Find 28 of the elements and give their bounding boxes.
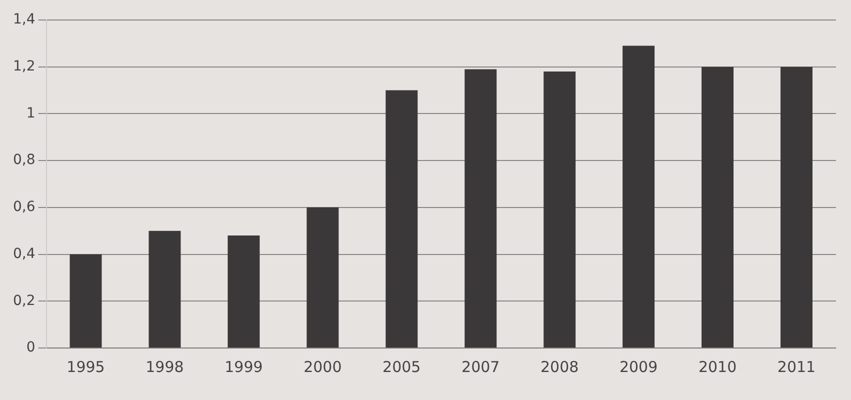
y-tick-label: 1,2 bbox=[13, 58, 36, 74]
bar bbox=[622, 46, 655, 348]
bar bbox=[228, 236, 260, 348]
bar bbox=[464, 69, 497, 348]
y-tick-label: 0,8 bbox=[13, 152, 36, 168]
y-tick-label: 1 bbox=[26, 105, 36, 122]
y-tick-label: 0,2 bbox=[13, 292, 36, 309]
x-tick-label: 2000 bbox=[304, 358, 342, 376]
bar bbox=[780, 66, 813, 348]
y-tick-label: 0,6 bbox=[13, 199, 36, 216]
x-tick-label: 2009 bbox=[619, 358, 658, 376]
y-tick-label: 0 bbox=[26, 340, 36, 356]
x-tick-label: 1998 bbox=[146, 358, 184, 376]
x-tick-label: 2011 bbox=[777, 358, 816, 376]
bar bbox=[70, 254, 102, 348]
x-tick-label: 1995 bbox=[66, 358, 105, 376]
bar bbox=[544, 72, 576, 348]
y-tick-label: 0,4 bbox=[13, 246, 36, 262]
x-tick-label: 2008 bbox=[540, 358, 579, 376]
x-tick-label: 2010 bbox=[698, 358, 737, 376]
x-tick-label: 1999 bbox=[224, 358, 263, 376]
bar bbox=[702, 66, 734, 348]
x-tick-label: 2005 bbox=[382, 358, 421, 376]
x-tick-label: 2007 bbox=[462, 358, 500, 376]
bar bbox=[306, 207, 339, 348]
y-tick-label: 1,4 bbox=[13, 12, 36, 28]
bar bbox=[386, 90, 418, 348]
bar bbox=[148, 230, 181, 348]
